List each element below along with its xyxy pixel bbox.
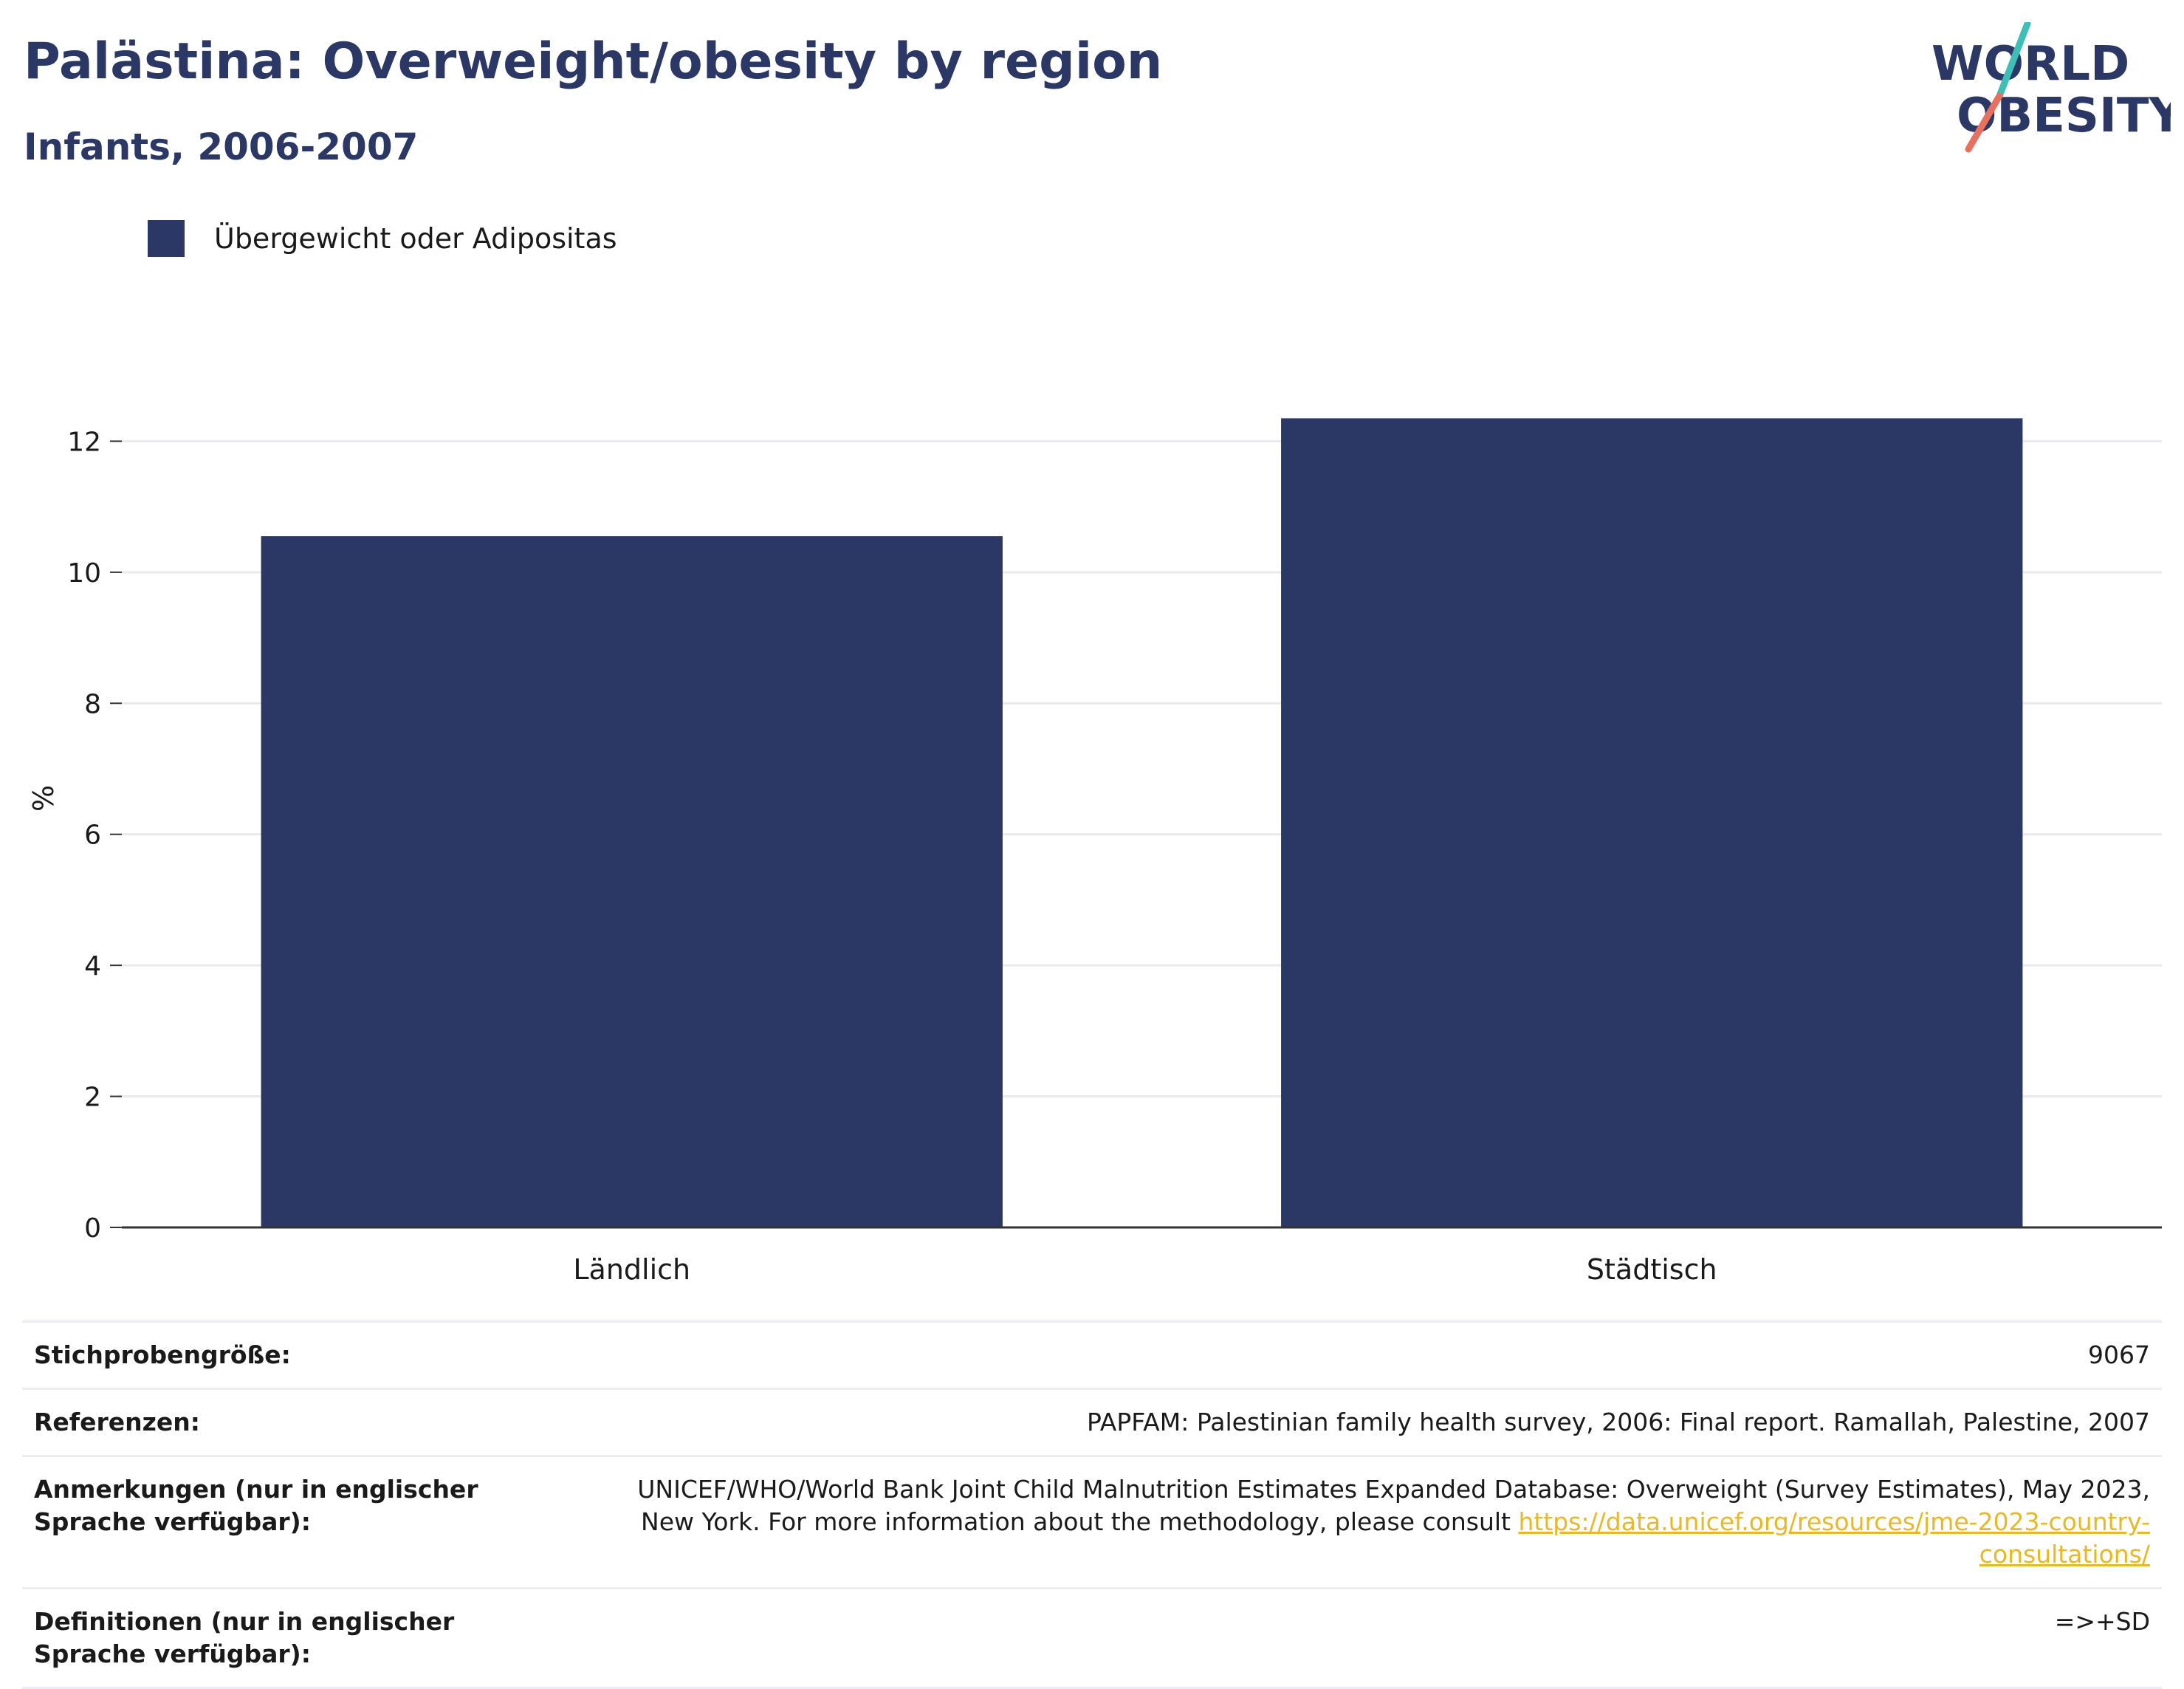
page-title: Palästina: Overweight/obesity by region xyxy=(24,32,1163,91)
chart-legend: Übergewicht oder Adipositas xyxy=(148,220,617,257)
notes-text: UNICEF/WHO/World Bank Joint Child Malnut… xyxy=(637,1475,2150,1536)
definitions-value: =>+SD xyxy=(577,1587,2162,1689)
notes-link[interactable]: https://data.unicef.org/resources/jme-20… xyxy=(1518,1507,2151,1569)
definitions-label: Definitionen (nur in englischer Sprache … xyxy=(22,1587,577,1689)
y-tick-label-12: 12 xyxy=(67,427,101,457)
x-tick-label-1: Ländlich xyxy=(573,1253,690,1286)
y-axis-title: % xyxy=(27,785,60,812)
logo-text-world: WORLD xyxy=(1931,37,2129,92)
notes-label: Anmerkungen (nur in englischer Sprache v… xyxy=(22,1455,577,1589)
y-tick-label-4: 4 xyxy=(84,951,101,981)
bar-2 xyxy=(1281,418,2023,1227)
page-subtitle: Infants, 2006-2007 xyxy=(24,126,419,168)
x-tick-label-2: Städtisch xyxy=(1587,1253,1717,1286)
y-tick-label-0: 0 xyxy=(84,1213,101,1244)
bar-chart: 0 2 4 6 8 10 12% Ländlich Städtisch xyxy=(27,418,2162,1286)
bar-1 xyxy=(261,536,1003,1227)
axes: 0 2 4 6 8 10 12% Ländlich Städtisch xyxy=(27,427,2162,1286)
sample-size-value: 9067 xyxy=(577,1320,2162,1389)
y-tick-label-8: 8 xyxy=(84,689,101,719)
bars xyxy=(261,418,2023,1227)
info-row-definitions: Definitionen (nur in englischer Sprache … xyxy=(22,1587,2162,1689)
references-label: Referenzen: xyxy=(22,1388,577,1456)
info-row-notes: Anmerkungen (nur in englischer Sprache v… xyxy=(22,1455,2162,1589)
legend-swatch xyxy=(148,220,185,257)
notes-value: UNICEF/WHO/World Bank Joint Child Malnut… xyxy=(577,1455,2162,1589)
y-tick-label-6: 6 xyxy=(84,820,101,851)
logo-text-obesity: OBESITY xyxy=(1957,89,2171,143)
y-tick-label-10: 10 xyxy=(67,558,101,589)
world-obesity-logo: WORLD OBESITY xyxy=(1931,22,2171,153)
logo-slash-teal xyxy=(1996,22,2031,100)
y-tick-label-2: 2 xyxy=(84,1083,101,1113)
legend-label: Übergewicht oder Adipositas xyxy=(214,222,617,255)
info-row-references: Referenzen: PAPFAM: Palestinian family h… xyxy=(22,1388,2162,1456)
info-row-sample-size: Stichprobengröße: 9067 xyxy=(22,1320,2162,1389)
references-value: PAPFAM: Palestinian family health survey… xyxy=(577,1388,2162,1456)
sample-size-label: Stichprobengröße: xyxy=(22,1320,577,1389)
info-table: Stichprobengröße: 9067 Referenzen: PAPFA… xyxy=(22,1320,2162,1689)
logo-slash-coral xyxy=(1965,92,2003,153)
